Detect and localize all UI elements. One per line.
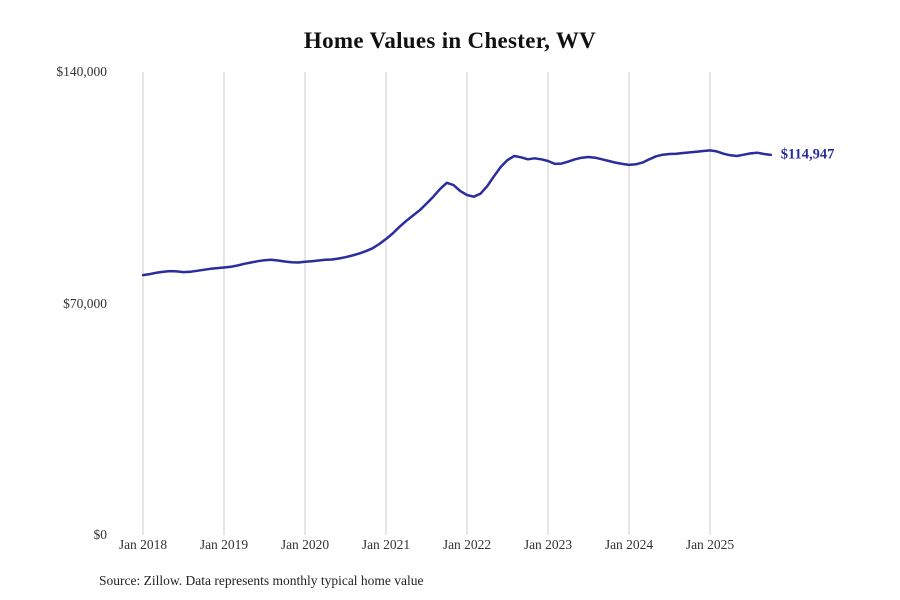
x-tick-label: Jan 2025 <box>685 537 735 552</box>
current-value-label: $114,947 <box>780 146 835 163</box>
x-tick-label: Jan 2022 <box>442 537 492 552</box>
y-tick-label: $140,000 <box>56 64 107 79</box>
x-tick-label: Jan 2020 <box>280 537 330 552</box>
x-tick-label: Jan 2018 <box>118 537 168 552</box>
chart-title: Home Values in Chester, WV <box>303 28 597 53</box>
home-value-line <box>141 149 773 277</box>
x-tick-label: Jan 2024 <box>604 537 654 552</box>
x-tick-label: Jan 2019 <box>199 537 249 552</box>
y-tick-label: $70,000 <box>63 295 107 311</box>
x-tick-label: Jan 2023 <box>523 537 573 552</box>
y-tick-label: $0 <box>93 527 108 542</box>
source-note: Source: Zillow. Data represents monthly … <box>99 573 424 588</box>
x-tick-label: Jan 2021 <box>361 537 411 552</box>
